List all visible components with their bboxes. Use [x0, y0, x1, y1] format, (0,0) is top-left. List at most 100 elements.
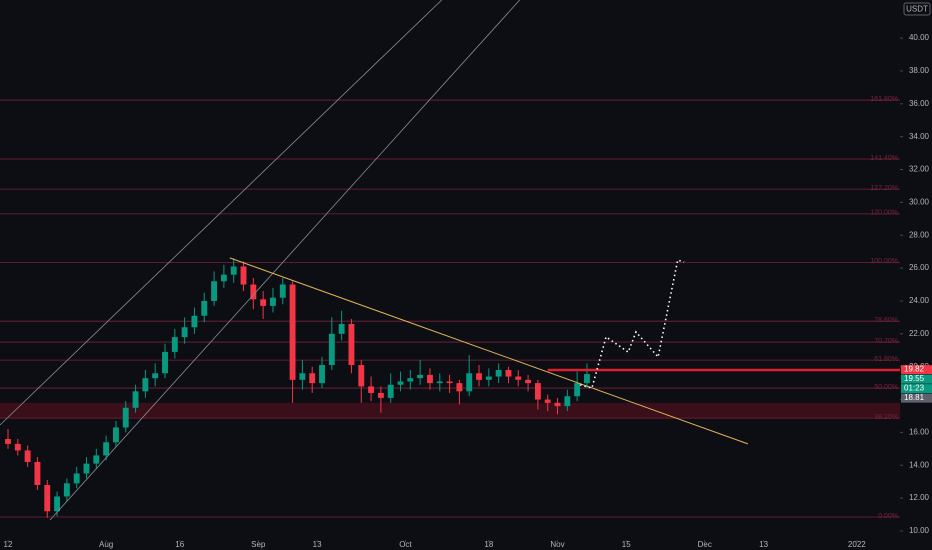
fib-label: 100.00%: [870, 258, 898, 265]
y-tick-label: 32.00: [909, 165, 930, 174]
candle-body: [122, 407, 129, 428]
candle-body: [299, 373, 306, 380]
candle-body: [112, 427, 119, 443]
candle-body: [162, 351, 168, 374]
candle-body: [319, 365, 325, 384]
price-label-box: [901, 393, 932, 403]
fib-label: 120.00%: [870, 210, 898, 217]
fib-label: 78.60%: [874, 317, 898, 324]
candle-body: [417, 374, 424, 379]
price-label: 18.81: [904, 393, 925, 402]
candle-body: [240, 266, 247, 285]
plot-area: 0.00% 38.20% 50.00% 61.80% 70.70% 78.60% 100.0…: [0, 0, 900, 521]
y-tick-label: 30.00: [909, 198, 930, 207]
candle-body: [250, 284, 257, 300]
candle-body: [54, 496, 61, 512]
trend-drawing: [49, 0, 520, 521]
candle-body: [44, 484, 51, 512]
price-label: 19.82: [904, 365, 925, 374]
x-tick-label: 13: [313, 540, 322, 549]
fib-label: 141.40%: [870, 155, 898, 162]
fib-label: 61.80%: [874, 356, 898, 363]
y-tick-label: 14.00: [909, 460, 930, 469]
y-tick-label: 40.00: [909, 33, 930, 42]
fib-label: 38.20%: [874, 414, 898, 421]
candle-body: [495, 369, 502, 377]
y-tick-label: 36.00: [909, 99, 930, 108]
y-tick-label: 22.00: [909, 329, 930, 338]
candle-body: [260, 299, 267, 306]
x-tick-label: 12: [4, 540, 13, 549]
candle-body: [191, 315, 198, 328]
price-label: 19.55: [904, 374, 925, 383]
candle-body: [377, 392, 384, 398]
x-tick-label: Nov: [550, 540, 564, 549]
y-tick-label: 24.00: [909, 296, 930, 305]
x-tick-label: Dec: [698, 540, 712, 549]
candle-body: [93, 455, 100, 464]
x-tick-label: 16: [175, 540, 184, 549]
y-tick-label: 12.00: [909, 493, 930, 502]
candle-body: [103, 442, 110, 456]
candle-body: [407, 378, 414, 382]
candle-body: [515, 376, 522, 380]
x-tick-label: Oct: [399, 540, 412, 549]
candle-body: [485, 376, 492, 380]
candle-body: [505, 369, 512, 377]
candle-body: [456, 383, 463, 392]
y-tick-label: 26.00: [909, 263, 930, 272]
candle-body: [338, 323, 345, 334]
candle-body: [14, 443, 21, 451]
candle-body: [201, 300, 208, 316]
candle-body: [446, 381, 453, 384]
candle-body: [368, 386, 375, 393]
candle-body: [63, 483, 70, 497]
candle-body: [574, 383, 581, 397]
candle-body: [73, 473, 80, 484]
support-zone: [0, 402, 900, 419]
candle-body: [279, 284, 286, 298]
candle-body: [525, 379, 532, 384]
currency-label: USDT: [906, 5, 928, 14]
fib-label: 70.70%: [874, 338, 898, 345]
x-tick-label: 18: [484, 540, 493, 549]
candle-body: [387, 384, 394, 398]
candle-body: [309, 373, 316, 384]
candle-body: [564, 396, 571, 407]
x-tick-label: 13: [759, 540, 768, 549]
price-label: 01:23: [904, 384, 925, 393]
candle-body: [466, 373, 473, 392]
price-label-box: [901, 365, 932, 375]
y-tick-label: 28.00: [909, 230, 930, 239]
candle-body: [436, 381, 443, 384]
candle-body: [230, 266, 237, 275]
candle-body: [5, 438, 11, 444]
candle-body: [142, 378, 149, 392]
candle-body: [220, 274, 227, 282]
fib-label: 161.80%: [870, 96, 898, 103]
candle-body: [270, 297, 276, 306]
candle-body: [34, 461, 41, 485]
price-label-box: [901, 384, 932, 394]
candle-body: [132, 391, 139, 408]
price-label-box: [901, 374, 932, 384]
candle-body: [534, 383, 541, 400]
fib-label: 0.00%: [878, 513, 898, 520]
candle-body: [397, 381, 404, 385]
y-tick-label: 10.00: [909, 526, 930, 535]
candle-body: [476, 373, 482, 380]
candle-body: [544, 399, 551, 403]
x-tick-label: 2022: [848, 540, 866, 549]
currency-box[interactable]: [903, 2, 931, 16]
x-tick-label: 15: [622, 540, 631, 549]
fib-label: 127.20%: [870, 185, 898, 192]
candle-body: [554, 402, 561, 407]
candle-body: [348, 323, 355, 366]
candle-body: [152, 373, 159, 379]
candle-body: [181, 327, 188, 338]
candle-body: [83, 463, 90, 474]
x-tick-label: Sep: [251, 540, 266, 549]
candle-body: [24, 450, 31, 462]
